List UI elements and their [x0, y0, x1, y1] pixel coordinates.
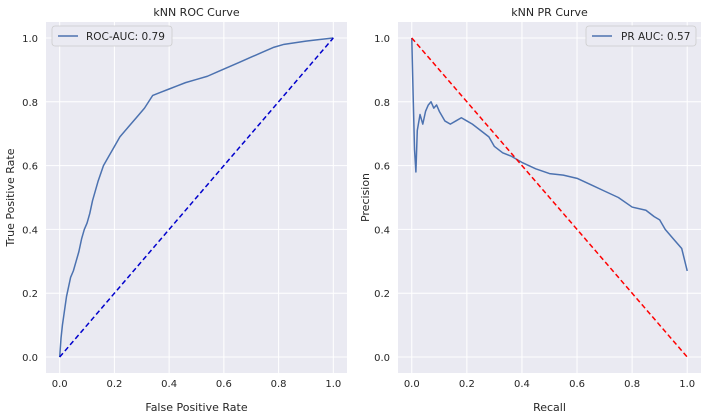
pr-y-tick-1: 0.2: [374, 289, 390, 300]
roc-y-tick-3: 0.6: [22, 162, 38, 173]
roc-x-tick-3: 0.6: [216, 379, 232, 390]
pr-series: [411, 37, 688, 358]
roc-x-tick-labels: 0.0 0.2 0.4 0.6 0.8 1.0: [52, 379, 342, 390]
roc-x-tick-0: 0.0: [52, 379, 68, 390]
roc-curve-line: [58, 37, 334, 358]
pr-grid: [398, 22, 701, 373]
pr-panel: 0.0 0.2 0.4 0.6 0.8 1.0 0.0 0.2 0.4 0.6 0.8 1.0 kN…: [359, 6, 701, 414]
roc-y-tick-4: 0.8: [22, 98, 38, 109]
pr-x-axis-label: Recall: [533, 401, 566, 414]
roc-series: [58, 37, 334, 358]
pr-legend-box: [585, 25, 697, 47]
roc-panel: 0.0 0.2 0.4 0.6 0.8 1.0 0.0 0.2 0.4 0.6 0.8 1.0 kN…: [4, 6, 347, 414]
roc-x-axis-label: False Positive Rate: [145, 401, 247, 414]
roc-y-tick-1: 0.2: [22, 289, 38, 300]
pr-baseline-line: [411, 37, 688, 358]
pr-curve-line: [411, 37, 688, 272]
roc-y-tick-labels: 0.0 0.2 0.4 0.6 0.8 1.0: [22, 34, 38, 364]
pr-x-tick-0: 0.0: [404, 379, 420, 390]
roc-x-tick-5: 1.0: [325, 379, 341, 390]
pr-y-tick-5: 1.0: [374, 34, 390, 45]
roc-y-tick-5: 1.0: [22, 34, 38, 45]
pr-x-tick-1: 0.2: [459, 379, 475, 390]
roc-y-tick-0: 0.0: [22, 353, 38, 364]
roc-legend-label: ROC-AUC: 0.79: [86, 31, 165, 43]
pr-x-tick-5: 1.0: [679, 379, 695, 390]
roc-legend: ROC-AUC: 0.79: [51, 25, 173, 47]
pr-y-axis-label: Precision: [359, 173, 372, 222]
pr-legend-label: PR AUC: 0.57: [621, 31, 690, 43]
roc-x-tick-4: 0.8: [271, 379, 287, 390]
roc-grid: [46, 22, 347, 373]
pr-y-tick-4: 0.8: [374, 98, 390, 109]
pr-y-tick-0: 0.0: [374, 353, 390, 364]
pr-x-tick-3: 0.6: [569, 379, 585, 390]
pr-y-tick-3: 0.6: [374, 162, 390, 173]
pr-x-tick-4: 0.8: [624, 379, 640, 390]
pr-title: kNN PR Curve: [511, 6, 588, 19]
pr-y-tick-labels: 0.0 0.2 0.4 0.6 0.8 1.0: [374, 34, 390, 364]
roc-y-tick-2: 0.4: [22, 225, 38, 236]
roc-title: kNN ROC Curve: [153, 6, 239, 19]
roc-x-tick-1: 0.2: [106, 379, 122, 390]
pr-x-tick-labels: 0.0 0.2 0.4 0.6 0.8 1.0: [404, 379, 695, 390]
roc-legend-box: [51, 25, 173, 47]
roc-x-tick-2: 0.4: [161, 379, 177, 390]
pr-y-tick-2: 0.4: [374, 225, 390, 236]
roc-baseline-line: [59, 37, 334, 358]
roc-y-axis-label: True Positive Rate: [4, 148, 17, 247]
pr-legend: PR AUC: 0.57: [585, 25, 697, 47]
pr-x-tick-2: 0.4: [514, 379, 530, 390]
